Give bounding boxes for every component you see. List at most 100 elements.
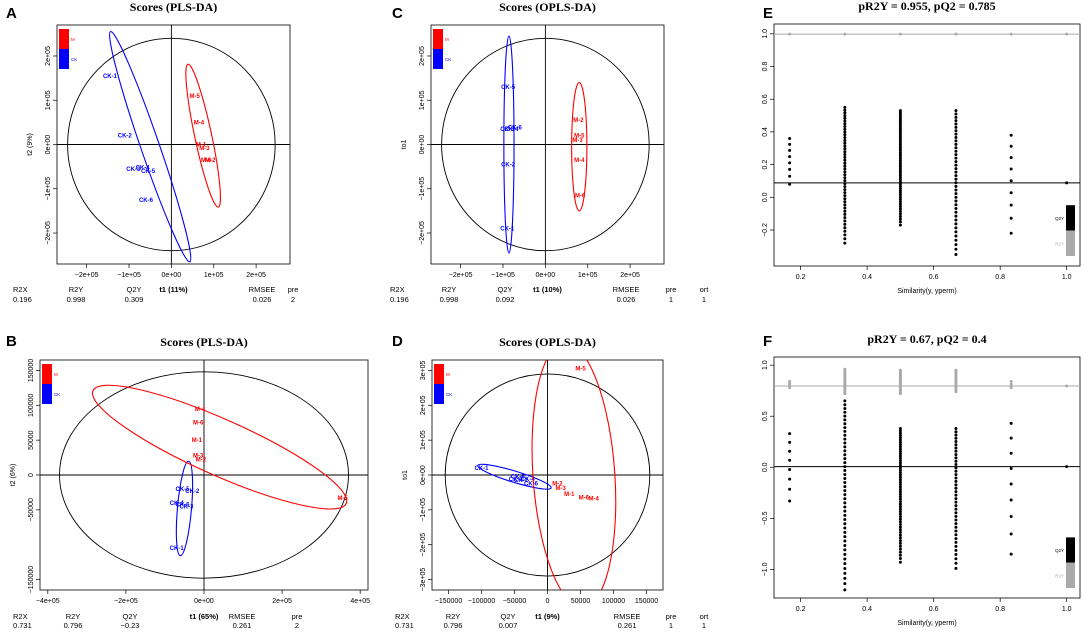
legend-label: CK xyxy=(446,392,452,397)
q2y-permutation-point xyxy=(898,466,902,470)
q2y-permutation-point xyxy=(843,136,847,140)
panel-label: A xyxy=(6,5,17,22)
q2y-permutation-point xyxy=(843,576,847,580)
legend-swatch xyxy=(42,384,52,404)
y-tick-label: −3e+05 xyxy=(420,568,427,592)
stat-header: ort xyxy=(700,285,710,294)
score-point: M-6 xyxy=(193,421,204,427)
q2y-permutation-point xyxy=(898,452,902,456)
stat-value: 1 xyxy=(669,621,673,630)
score-point: M-3 xyxy=(556,486,567,492)
q2y-permutation-point xyxy=(898,459,902,463)
q2y-permutation-point xyxy=(898,200,902,204)
x-axis-label: Similarity(y, yperm) xyxy=(897,620,956,627)
q2y-permutation-point xyxy=(954,507,958,511)
q2y-permutation-point xyxy=(954,430,958,434)
q2y-permutation-point xyxy=(1009,466,1013,470)
y-axis-label: t2 (9%) xyxy=(27,133,34,156)
q2y-permutation-point xyxy=(843,406,847,410)
q2y-permutation-point xyxy=(898,541,902,545)
y-tick-label: −2e+05 xyxy=(420,533,427,557)
q2y-permutation-point xyxy=(954,479,958,483)
q2y-permutation-point xyxy=(954,149,958,153)
x-tick-label: 0e+00 xyxy=(536,272,556,279)
chart-title: pR2Y = 0.67, pQ2 = 0.4 xyxy=(867,332,986,346)
q2y-permutation-point xyxy=(788,499,792,503)
q2y-permutation-point xyxy=(1009,167,1013,171)
q2y-permutation-point xyxy=(898,557,902,561)
q2y-permutation-point xyxy=(954,552,958,556)
q2y-permutation-point xyxy=(843,552,847,556)
legend-label: CK xyxy=(71,57,77,62)
q2y-permutation-point xyxy=(898,495,902,499)
panel-label: B xyxy=(6,333,17,350)
q2y-permutation-point xyxy=(843,167,847,171)
chart-title: Scores (PLS-DA) xyxy=(160,335,247,349)
legend-label: R2Y xyxy=(1055,573,1064,578)
q2y-permutation-point xyxy=(843,505,847,509)
x-tick-label: 0.6 xyxy=(929,606,939,613)
stat-header: R2X xyxy=(13,285,28,294)
q2y-permutation-point xyxy=(843,543,847,547)
stat-header: pre xyxy=(288,285,299,294)
score-point: CK-2 xyxy=(185,489,200,495)
q2y-permutation-point xyxy=(843,111,847,115)
q2y-permutation-point xyxy=(898,163,902,167)
x-tick-label: 0.4 xyxy=(862,606,872,613)
stat-value: 0.026 xyxy=(253,295,272,304)
series-layer: CK-5 CK-3CK-4CK-6 CK-2 CK-1 M-2 M-5M-3 M-4 M-6 xyxy=(500,35,588,254)
hotelling-ellipse xyxy=(59,371,349,579)
stat-header: R2X xyxy=(395,612,410,621)
stat-value: 0.796 xyxy=(64,621,83,630)
score-point: CK-5 xyxy=(176,487,191,493)
q2y-permutation-point xyxy=(898,171,902,175)
q2y-permutation-point xyxy=(954,500,958,504)
legend-swatch xyxy=(434,364,444,384)
q2y-permutation-point xyxy=(954,453,958,457)
q2y-permutation-point xyxy=(788,458,792,462)
q2y-permutation-point xyxy=(954,463,958,467)
q2y-permutation-point xyxy=(898,520,902,524)
q2y-permutation-point xyxy=(954,514,958,518)
q2y-permutation-point xyxy=(898,438,902,442)
y-tick-label: 100000 xyxy=(28,394,35,417)
panel-b: B Scores (PLS-DA) −4e+05 −2e+05 0e+00 2e+05 4e… xyxy=(6,333,370,630)
series-layer: CK-5CK-2CK-4CK-6CK-3 CK-1 M-4 M-6 M-1 M-3M-2 M… xyxy=(91,384,348,557)
q2y-permutation-point xyxy=(1009,436,1013,440)
q2y-permutation-point xyxy=(843,237,847,241)
legend-label: R2Y xyxy=(1055,241,1064,246)
x-tick-label: −100000 xyxy=(468,598,496,605)
q2y-permutation-point xyxy=(898,189,902,193)
q2y-permutation-point xyxy=(954,497,958,501)
score-point: M-4 xyxy=(589,497,600,503)
legend-label: Q2Y xyxy=(1055,216,1064,221)
q2y-permutation-point xyxy=(954,439,958,443)
q2y-permutation-point xyxy=(954,139,958,143)
r2y-permutation-point xyxy=(788,386,792,390)
q2y-permutation-point xyxy=(898,186,902,190)
q2y-permutation-point xyxy=(843,461,847,465)
series-layer: CK-1 CK-2 CK-3CK-4CK-5 CK-6 M-5 M-4 M-1M-3 M-6M… xyxy=(103,31,222,263)
legend-swatch xyxy=(433,49,443,69)
q2y-permutation-point xyxy=(898,480,902,484)
group-ellipse-m xyxy=(91,384,348,510)
q2y-permutation-point xyxy=(843,155,847,159)
q2y-permutation-point xyxy=(898,220,902,224)
chart-title: Scores (PLS-DA) xyxy=(130,0,217,14)
legend-swatch xyxy=(1066,205,1075,231)
q2y-permutation-point xyxy=(843,588,847,592)
y-tick-label: −50000 xyxy=(28,498,35,522)
q2y-permutation-point xyxy=(898,431,902,435)
panel-c: C Scores (OPLS-DA) −2e+05 −1e+05 0e+00 1e+05 2… xyxy=(390,0,709,304)
stat-value: 0.796 xyxy=(444,621,463,630)
q2y-permutation-point xyxy=(954,129,958,133)
y-tick-label: 0.0 xyxy=(762,192,769,202)
q2y-permutation-point xyxy=(898,193,902,197)
stat-header: R2Y xyxy=(69,285,84,294)
q2y-permutation-point xyxy=(843,473,847,477)
q2y-permutation-point xyxy=(954,142,958,146)
x-tick-label: −1e+05 xyxy=(117,272,141,279)
q2y-permutation-point xyxy=(954,522,958,526)
q2y-permutation-point xyxy=(898,182,902,186)
